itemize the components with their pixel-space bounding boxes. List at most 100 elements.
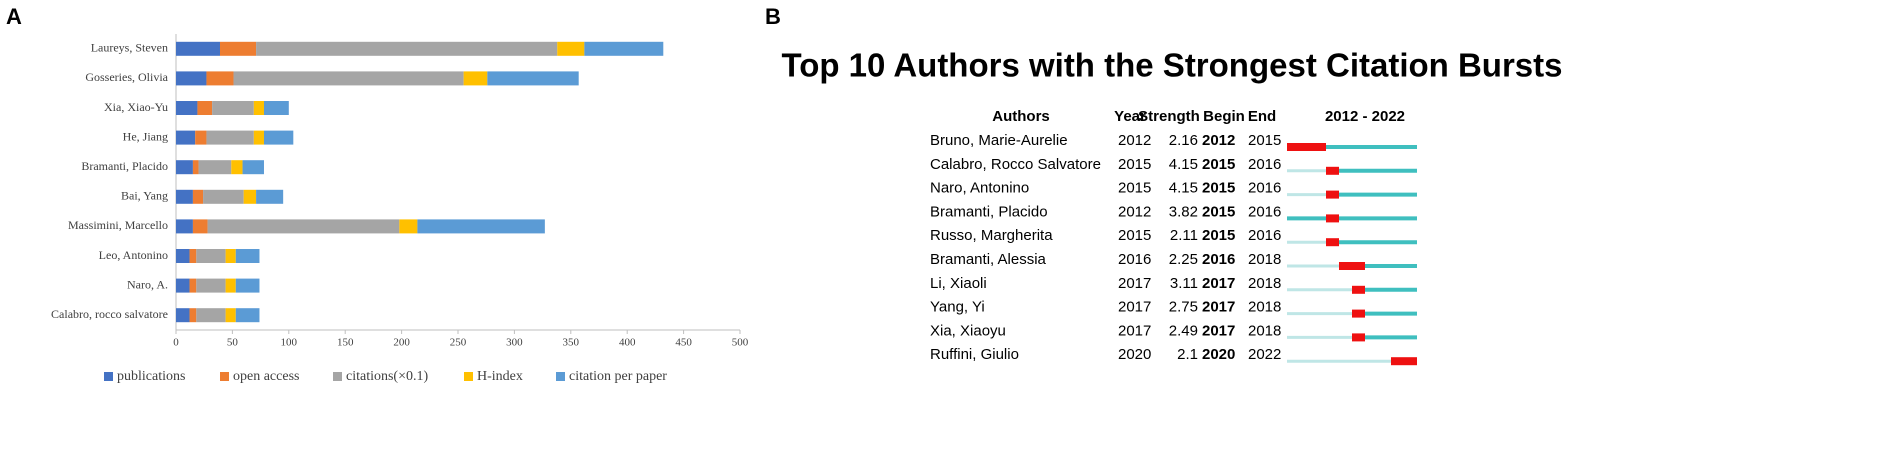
bar-segment xyxy=(176,219,193,234)
begin: 2012 xyxy=(1202,132,1235,149)
table-header: Strength xyxy=(1138,108,1200,125)
bar-segment xyxy=(219,41,257,56)
x-tick-label: 50 xyxy=(227,337,239,349)
end: 2016 xyxy=(1248,180,1281,197)
begin: 2020 xyxy=(1202,346,1235,363)
strength: 2.11 xyxy=(1170,227,1198,244)
begin: 2016 xyxy=(1202,251,1235,268)
begin: 2017 xyxy=(1202,275,1235,292)
table-title: Top 10 Authors with the Strongest Citati… xyxy=(781,47,1562,84)
bar-segment xyxy=(253,101,264,115)
y-tick-label: Naro, A. xyxy=(127,277,168,291)
bar-segment xyxy=(417,219,545,234)
legend-swatch xyxy=(220,372,229,381)
panel-label: A xyxy=(6,4,22,29)
bar-segment xyxy=(235,308,260,323)
end: 2018 xyxy=(1248,299,1281,316)
bar-segment xyxy=(225,249,236,263)
year: 2015 xyxy=(1118,156,1151,173)
bar-segment xyxy=(207,219,400,234)
bar-segment xyxy=(176,189,193,204)
author: Russo, Margherita xyxy=(930,227,1053,244)
bar-segment xyxy=(243,189,257,204)
table-header: 2012 - 2022 xyxy=(1325,108,1405,125)
bar-segment xyxy=(192,189,204,204)
legend-label: citations(×0.1) xyxy=(346,369,428,384)
begin: 2015 xyxy=(1202,180,1235,197)
author: Li, Xiaoli xyxy=(930,275,987,292)
author: Ruffini, Giulio xyxy=(930,346,1019,363)
bar-segment xyxy=(206,130,254,145)
bar-segment xyxy=(176,41,220,56)
end: 2022 xyxy=(1248,346,1281,363)
strength: 2.75 xyxy=(1169,299,1198,316)
bar-segment xyxy=(176,308,190,323)
end: 2015 xyxy=(1248,132,1281,149)
strength: 2.25 xyxy=(1169,251,1198,268)
strength: 2.1 xyxy=(1177,346,1198,363)
end: 2018 xyxy=(1248,322,1281,339)
end: 2016 xyxy=(1248,227,1281,244)
bar-segment xyxy=(176,71,207,86)
author: Bramanti, Placido xyxy=(930,203,1048,220)
end: 2016 xyxy=(1248,203,1281,220)
x-tick-label: 350 xyxy=(563,337,580,349)
begin: 2015 xyxy=(1202,227,1235,244)
legend-swatch xyxy=(464,372,473,381)
bar-segment xyxy=(256,189,284,204)
bar-segment xyxy=(176,249,190,263)
bar-segment xyxy=(212,101,254,115)
burst-bar xyxy=(1352,333,1365,342)
year: 2017 xyxy=(1118,322,1151,339)
y-tick-label: Xia, Xiao-Yu xyxy=(104,100,168,114)
burst-bar xyxy=(1326,166,1339,175)
x-tick-label: 300 xyxy=(506,337,523,349)
bar-segment xyxy=(235,249,260,263)
strength: 3.82 xyxy=(1169,203,1198,220)
legend-label: publications xyxy=(117,369,185,384)
begin: 2015 xyxy=(1202,156,1235,173)
bar-segment xyxy=(463,71,488,86)
burst-bar xyxy=(1326,190,1339,199)
bar-segment xyxy=(225,308,236,323)
bar-segment xyxy=(189,249,197,263)
bar-segment xyxy=(242,160,264,175)
burst-bar xyxy=(1339,262,1365,270)
x-tick-label: 150 xyxy=(337,337,354,349)
bar-segment xyxy=(225,278,236,293)
author: Yang, Yi xyxy=(930,299,985,316)
strength: 3.11 xyxy=(1170,275,1198,292)
x-tick-label: 0 xyxy=(173,337,179,349)
bar-segment xyxy=(253,130,264,145)
legend-swatch xyxy=(556,372,565,381)
bar-segment xyxy=(176,130,196,145)
bar-segment xyxy=(197,101,213,115)
bar-segment xyxy=(196,308,226,323)
bar-segment xyxy=(263,130,294,145)
table-header: Authors xyxy=(992,108,1050,125)
year: 2016 xyxy=(1118,251,1151,268)
end: 2018 xyxy=(1248,275,1281,292)
bar-segment xyxy=(196,278,226,293)
bar-segment xyxy=(176,278,190,293)
year: 2012 xyxy=(1118,132,1151,149)
bar-segment xyxy=(235,278,260,293)
year: 2012 xyxy=(1118,203,1151,220)
legend-label: citation per paper xyxy=(569,369,667,384)
x-tick-label: 450 xyxy=(675,337,692,349)
table-header: Year xyxy=(1114,108,1146,125)
bar-segment xyxy=(399,219,418,234)
bar-segment xyxy=(487,71,579,86)
table-header: End xyxy=(1248,108,1276,125)
bar-segment xyxy=(189,308,197,323)
y-tick-label: Gosseries, Olivia xyxy=(85,70,168,84)
bar-segment xyxy=(263,101,289,115)
author: Naro, Antonino xyxy=(930,180,1029,197)
bar-segment xyxy=(584,41,664,56)
y-tick-label: Bramanti, Placido xyxy=(81,159,168,173)
bar-segment xyxy=(196,249,226,263)
x-tick-label: 400 xyxy=(619,337,636,349)
year: 2020 xyxy=(1118,346,1151,363)
